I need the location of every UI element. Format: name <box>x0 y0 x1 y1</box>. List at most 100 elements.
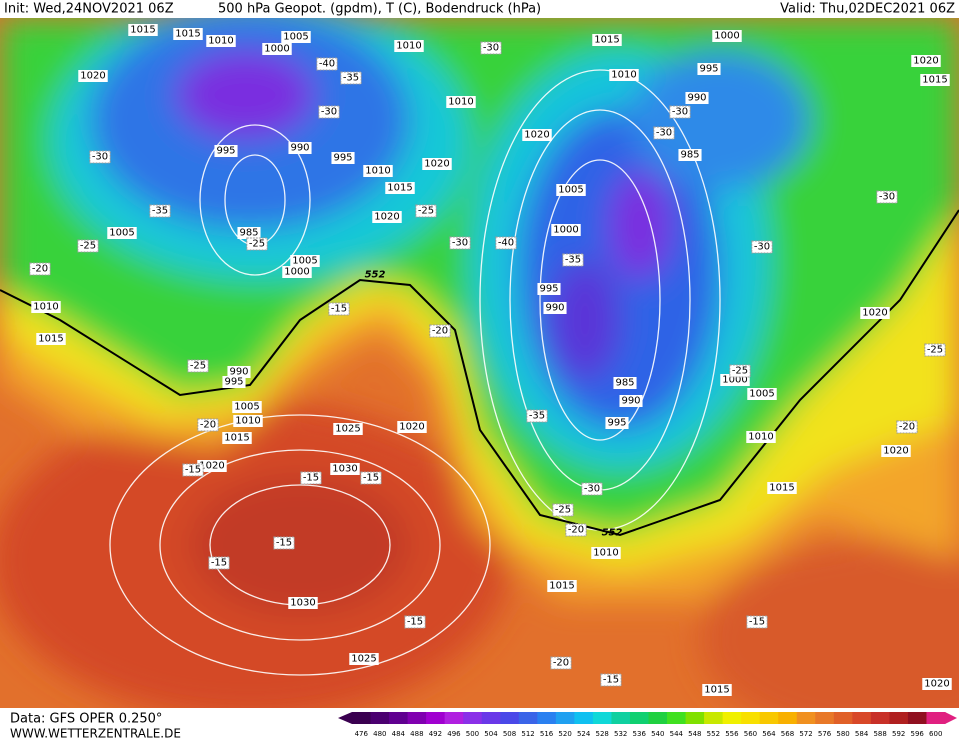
pressure-label-text: 1030 <box>332 464 357 475</box>
pressure-label-text: 1010 <box>208 36 233 47</box>
legend-swatch <box>926 712 946 724</box>
temperature-label: -20 <box>565 523 587 537</box>
legend-label: 504 <box>484 730 498 738</box>
temperature-label-text: -25 <box>927 345 943 356</box>
pressure-label-box <box>385 182 415 194</box>
pressure-label-text: 1015 <box>175 29 200 40</box>
temperature-label-text: -30 <box>483 43 499 54</box>
temperature-label: -15 <box>208 556 230 570</box>
temperature-label-box <box>197 418 219 432</box>
pressure-label-box <box>881 445 911 457</box>
pressure-label: 1000 <box>282 266 312 278</box>
legend-label: 580 <box>836 730 849 738</box>
pressure-label-box <box>860 307 890 319</box>
temperature-label: -25 <box>552 503 574 517</box>
pressure-label-box <box>227 366 251 378</box>
pressure-label: 1010 <box>591 547 621 559</box>
pressure-label-text: 985 <box>680 150 699 161</box>
pressure-label-box <box>214 145 238 157</box>
temperature-label: -20 <box>896 420 918 434</box>
pressure-label-box <box>281 31 311 43</box>
legend-swatch <box>537 712 557 724</box>
temperature-label: -40 <box>495 236 517 250</box>
pressure-label-text: 1010 <box>365 166 390 177</box>
pressure-label-box <box>107 227 137 239</box>
pressure-label-box <box>547 580 577 592</box>
pressure-label-text: 1000 <box>264 44 289 55</box>
legend-swatch <box>907 712 927 724</box>
pressure-label-text: 1020 <box>524 130 549 141</box>
geopotential-label: 552 <box>602 528 623 539</box>
pressure-label: 985 <box>613 377 637 389</box>
legend-label: 508 <box>503 730 516 738</box>
legend-swatch <box>815 712 835 724</box>
temperature-label-text: -15 <box>276 538 292 549</box>
pressure-label-box <box>394 40 424 52</box>
temperature-label-box <box>729 364 751 378</box>
temperature-label: -15 <box>360 471 382 485</box>
pressure-label-box <box>911 55 941 67</box>
temperature-label-text: -35 <box>565 255 581 266</box>
legend-label: 556 <box>725 730 739 738</box>
legend-label: 552 <box>707 730 720 738</box>
pressure-label-text: 995 <box>539 284 558 295</box>
temperature-label-text: -30 <box>321 107 337 118</box>
legend-swatch <box>722 712 742 724</box>
temperature-label-text: -20 <box>432 326 448 337</box>
legend-swatch <box>833 712 853 724</box>
pressure-label-text: 1015 <box>594 35 619 46</box>
legend-label: 512 <box>521 730 534 738</box>
pressure-label: 1015 <box>547 580 577 592</box>
pressure-label: 1010 <box>233 415 263 427</box>
pressure-label-text: 1005 <box>558 185 583 196</box>
temperature-label-text: -35 <box>343 73 359 84</box>
legend-swatch <box>574 712 594 724</box>
pressure-label: 1015 <box>767 482 797 494</box>
pressure-label: 1015 <box>173 28 203 40</box>
pressure-label-box <box>697 63 721 75</box>
pressure-label-box <box>551 224 581 236</box>
legend-swatch <box>611 712 631 724</box>
pressure-label: 1005 <box>281 31 311 43</box>
legend-label: 588 <box>873 730 886 738</box>
pressure-label-text: 1015 <box>38 334 63 345</box>
pressure-label-text: 1015 <box>224 433 249 444</box>
temperature-label-box <box>316 57 338 71</box>
legend-swatch <box>667 712 687 724</box>
temperature-label: -20 <box>429 324 451 338</box>
pressure-label: 995 <box>331 152 355 164</box>
pressure-label: 1015 <box>592 34 622 46</box>
temperature-label: -15 <box>328 302 350 316</box>
temperature-label-box <box>77 239 99 253</box>
temperature-label-box <box>550 656 572 670</box>
pressure-label: 1005 <box>290 255 320 267</box>
temperature-label-text: -40 <box>319 59 335 70</box>
temperature-label: -25 <box>729 364 751 378</box>
temperature-label-text: -40 <box>498 238 514 249</box>
pressure-label-text: 1000 <box>284 267 309 278</box>
pressure-label: 1010 <box>394 40 424 52</box>
legend-swatch <box>481 712 501 724</box>
pressure-label: 995 <box>537 283 561 295</box>
pressure-label-text: 1010 <box>448 97 473 108</box>
temperature-label-box <box>751 240 773 254</box>
legend-label: 596 <box>911 730 925 738</box>
legend-label: 492 <box>429 730 442 738</box>
temperature-label-box <box>565 523 587 537</box>
pressure-label: 1010 <box>363 165 393 177</box>
temperature-label-text: -30 <box>656 128 672 139</box>
temperature-label-box <box>246 237 268 251</box>
legend-label: 544 <box>670 730 684 738</box>
pressure-label-box <box>282 266 312 278</box>
legend-label: 560 <box>744 730 757 738</box>
pressure-label-text: 1015 <box>922 75 947 86</box>
pressure-label: 1005 <box>747 388 777 400</box>
temperature-label-text: -25 <box>732 366 748 377</box>
temperature-label: -20 <box>29 262 51 276</box>
pressure-label: 1015 <box>702 684 732 696</box>
temperature-label: -15 <box>746 615 768 629</box>
pressure-label: 1015 <box>920 74 950 86</box>
pressure-label-text: 1020 <box>424 159 449 170</box>
pressure-label: 985 <box>237 227 261 239</box>
pressure-label-box <box>237 227 261 239</box>
